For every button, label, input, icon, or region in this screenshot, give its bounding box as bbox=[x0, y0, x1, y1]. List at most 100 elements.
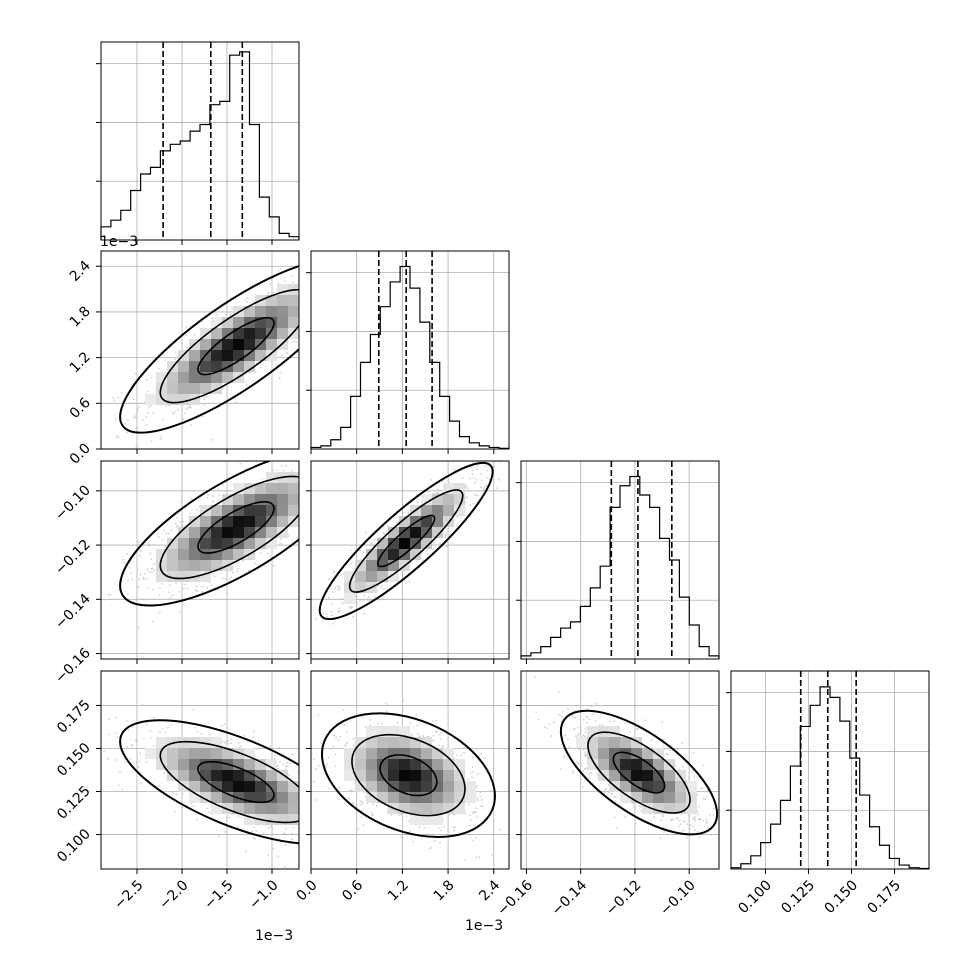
density-cell bbox=[178, 538, 189, 549]
sample-point bbox=[333, 734, 335, 737]
sample-point bbox=[282, 469, 285, 472]
sample-point bbox=[132, 402, 135, 404]
density-cell bbox=[410, 549, 421, 560]
sample-point bbox=[352, 744, 355, 747]
sample-point bbox=[360, 816, 363, 819]
sample-point bbox=[285, 827, 288, 830]
sample-point bbox=[433, 840, 436, 842]
sample-point bbox=[173, 810, 176, 813]
sample-point bbox=[464, 501, 467, 504]
sample-point bbox=[186, 406, 189, 409]
density-cell bbox=[244, 814, 255, 825]
sample-point bbox=[135, 762, 138, 764]
sample-point bbox=[352, 738, 354, 740]
sample-point bbox=[153, 717, 155, 719]
sample-point bbox=[469, 819, 472, 822]
sample-point bbox=[145, 598, 148, 601]
sample-point bbox=[408, 830, 411, 832]
sample-point bbox=[421, 837, 424, 840]
sample-point bbox=[373, 539, 376, 541]
sample-point bbox=[267, 293, 270, 296]
density-cell bbox=[377, 560, 388, 571]
density-cell bbox=[222, 781, 233, 792]
sample-point bbox=[341, 602, 343, 605]
sample-point bbox=[283, 865, 286, 868]
sample-point bbox=[165, 405, 168, 408]
sample-point bbox=[226, 816, 228, 819]
sample-point bbox=[145, 723, 148, 726]
density-cell bbox=[189, 549, 200, 560]
sample-point bbox=[386, 525, 389, 527]
sample-point bbox=[196, 590, 199, 592]
sample-point bbox=[153, 569, 156, 571]
sample-point bbox=[244, 850, 247, 853]
sample-point bbox=[441, 480, 444, 483]
sample-point bbox=[114, 731, 117, 734]
sample-point bbox=[193, 333, 196, 336]
sample-point bbox=[453, 468, 456, 471]
sample-point bbox=[427, 490, 430, 493]
sample-point bbox=[170, 724, 173, 726]
density-cell bbox=[244, 494, 255, 505]
sample-point bbox=[134, 416, 137, 419]
sample-point bbox=[148, 404, 151, 407]
sample-point bbox=[206, 496, 208, 499]
density-cell bbox=[178, 549, 189, 560]
density-cell bbox=[189, 770, 200, 781]
density-cell bbox=[355, 571, 366, 582]
sample-point bbox=[332, 622, 334, 625]
sample-point bbox=[283, 280, 286, 283]
sample-point bbox=[359, 803, 362, 806]
sample-point bbox=[405, 815, 408, 818]
density-cell bbox=[233, 759, 244, 770]
density-cell bbox=[255, 328, 266, 339]
sample-point bbox=[180, 727, 183, 729]
sample-point bbox=[152, 589, 154, 591]
sample-point bbox=[127, 419, 129, 422]
density-cell bbox=[266, 792, 277, 803]
sample-point bbox=[159, 731, 161, 733]
sample-point bbox=[137, 626, 140, 629]
sample-point bbox=[334, 765, 337, 768]
sample-point bbox=[317, 764, 320, 767]
sample-point bbox=[185, 408, 188, 411]
density-cell bbox=[277, 803, 288, 814]
sample-point bbox=[390, 813, 393, 816]
sample-point bbox=[183, 412, 186, 415]
sample-point bbox=[271, 293, 273, 295]
sample-point bbox=[479, 795, 482, 798]
sample-point bbox=[396, 721, 399, 724]
density-cell bbox=[189, 781, 200, 792]
sample-point bbox=[196, 731, 199, 733]
sample-point bbox=[418, 735, 421, 737]
sample-point bbox=[475, 856, 478, 858]
sample-point bbox=[418, 826, 421, 829]
density-cell bbox=[211, 317, 222, 328]
density-cell bbox=[244, 527, 255, 538]
density-cell bbox=[167, 571, 178, 582]
sample-point bbox=[415, 560, 418, 563]
density-cell bbox=[233, 516, 244, 527]
sample-point bbox=[350, 789, 353, 791]
sample-point bbox=[211, 500, 214, 503]
sample-point bbox=[163, 546, 166, 549]
density-cell bbox=[399, 516, 410, 527]
sample-point bbox=[200, 591, 203, 593]
sample-point bbox=[447, 828, 449, 831]
sample-point bbox=[151, 567, 154, 570]
sample-point bbox=[338, 611, 340, 613]
sample-point bbox=[401, 825, 404, 828]
panel-content bbox=[103, 461, 299, 629]
sample-point bbox=[432, 720, 435, 723]
sample-point bbox=[230, 576, 232, 579]
density-cell bbox=[233, 527, 244, 538]
sample-point bbox=[284, 765, 287, 768]
contour-line bbox=[119, 719, 299, 845]
sample-point bbox=[252, 837, 255, 840]
sample-point bbox=[426, 550, 428, 552]
sample-point bbox=[447, 813, 450, 816]
density-cell bbox=[244, 483, 255, 494]
sample-point bbox=[227, 743, 230, 745]
sample-point bbox=[203, 398, 206, 401]
sample-point bbox=[228, 314, 231, 317]
